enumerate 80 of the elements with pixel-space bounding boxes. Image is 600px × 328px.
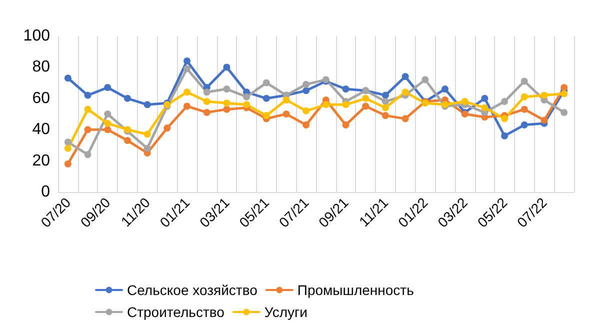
point — [64, 160, 72, 168]
legend-label: Сельское хозяйство — [127, 282, 258, 298]
point — [302, 107, 310, 114]
point — [402, 88, 409, 96]
point — [203, 108, 210, 116]
point — [560, 84, 568, 91]
point — [262, 94, 270, 102]
legend-label: Услуги — [264, 304, 308, 320]
point — [144, 144, 151, 152]
point — [342, 121, 350, 128]
point — [282, 110, 290, 118]
point — [520, 93, 528, 100]
point — [104, 110, 112, 118]
point — [262, 112, 270, 120]
y-tick-label: 40 — [32, 121, 50, 138]
point — [501, 132, 508, 140]
point — [540, 116, 548, 124]
point — [84, 92, 92, 99]
point — [501, 98, 508, 106]
point — [540, 92, 548, 99]
point — [223, 100, 230, 107]
point — [64, 74, 72, 82]
point — [560, 108, 568, 116]
point — [64, 138, 72, 146]
point — [203, 88, 210, 96]
point — [84, 126, 92, 134]
point — [184, 65, 190, 72]
point — [382, 104, 389, 112]
point — [184, 102, 190, 110]
y-tick-label: 0 — [41, 184, 50, 200]
point — [382, 112, 389, 120]
legend-label: Промышленность — [297, 282, 414, 298]
point — [243, 101, 250, 108]
point — [184, 57, 190, 64]
point — [243, 93, 250, 100]
point — [302, 121, 310, 128]
point — [442, 86, 448, 93]
point — [184, 88, 190, 96]
point — [282, 96, 290, 104]
point — [144, 101, 151, 108]
point — [223, 106, 230, 113]
point — [124, 137, 131, 144]
point — [382, 98, 389, 106]
point — [322, 101, 330, 108]
point — [144, 130, 151, 138]
point — [520, 121, 528, 128]
point — [481, 94, 488, 102]
point — [342, 86, 350, 93]
point — [302, 80, 310, 88]
point — [481, 104, 488, 112]
point — [302, 87, 310, 94]
point — [104, 120, 112, 127]
point — [164, 124, 171, 132]
point — [223, 86, 230, 93]
y-tick-label: 100 — [23, 28, 50, 44]
point — [402, 73, 409, 80]
point — [342, 101, 350, 108]
point — [382, 92, 389, 99]
point — [223, 64, 230, 71]
point — [104, 84, 112, 91]
y-tick-label: 60 — [32, 90, 50, 107]
point — [362, 102, 370, 110]
point — [501, 115, 508, 122]
point — [461, 98, 468, 106]
point — [84, 106, 92, 113]
point — [362, 94, 370, 102]
legend-label: Строительство — [127, 304, 225, 320]
y-tick-label: 80 — [32, 58, 50, 76]
point — [104, 126, 112, 134]
point — [203, 98, 210, 106]
point — [520, 106, 528, 113]
point — [560, 90, 568, 98]
point — [124, 94, 131, 102]
point — [422, 76, 429, 84]
point — [402, 115, 409, 122]
point — [64, 144, 72, 152]
point — [520, 78, 528, 85]
point — [84, 151, 92, 158]
y-tick-label: 20 — [32, 152, 50, 170]
point — [262, 79, 270, 86]
